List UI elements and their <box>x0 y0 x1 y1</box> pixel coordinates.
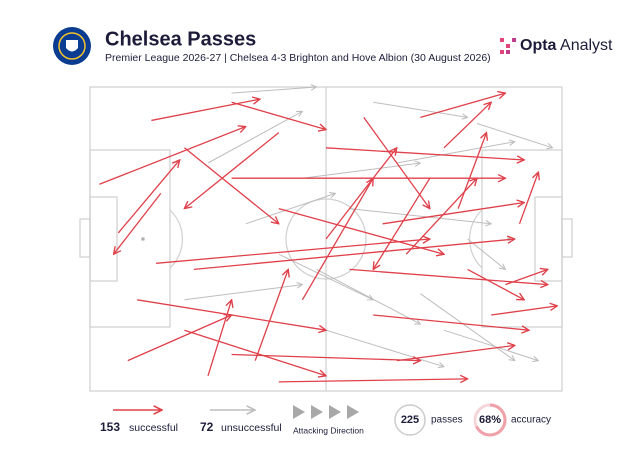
pass-arrow <box>183 147 278 224</box>
pass-arrow <box>231 101 326 129</box>
pass-arrow <box>396 345 515 362</box>
pass-arrow <box>443 329 538 360</box>
pass-arrow <box>518 172 539 225</box>
pass-arrow <box>278 379 468 382</box>
pass-arrow <box>254 269 288 361</box>
pass-arrow <box>467 268 525 299</box>
pass-arrow <box>193 239 515 271</box>
total-value: 225 <box>401 414 419 426</box>
pass-arrow <box>316 268 421 324</box>
pass-arrow <box>99 127 245 185</box>
pass-arrow <box>184 132 280 209</box>
pass-arrow <box>382 203 525 225</box>
pass-arrow <box>420 293 514 361</box>
successful-label: successful <box>129 422 178 434</box>
pass-arrow <box>457 133 486 209</box>
direction-label: Attacking Direction <box>293 425 364 435</box>
accuracy-label: accuracy <box>511 415 551 426</box>
pass-arrow <box>207 111 302 164</box>
pass-arrow <box>325 148 397 240</box>
pass-arrow <box>184 285 302 301</box>
pass-arrow <box>349 208 492 224</box>
pass-arrow <box>443 102 491 149</box>
pass-arrow <box>349 268 548 284</box>
brand: Opta Analyst <box>520 37 613 54</box>
pass-arrow <box>231 87 317 94</box>
direction-arrows <box>293 405 359 419</box>
brand-regular: Analyst <box>560 37 613 54</box>
pass-arrow <box>117 160 179 234</box>
pass-arrow <box>231 353 421 361</box>
subtitle: Premier League 2026-27 | Chelsea 4-3 Bri… <box>105 52 491 64</box>
pass-arrow <box>325 329 444 366</box>
pass-arrow <box>396 142 515 164</box>
successful-count: 153 <box>100 420 120 434</box>
unsuccessful-count: 72 <box>200 420 214 434</box>
pass-arrow <box>505 269 547 286</box>
total-label: passes <box>431 415 463 426</box>
pass-arrow <box>325 147 524 160</box>
pitch <box>79 86 573 392</box>
pass-arrow <box>405 178 477 255</box>
accuracy-value: 68% <box>479 414 501 426</box>
pass-arrow <box>301 178 373 301</box>
pass-arrow <box>127 315 232 362</box>
pass-arrow <box>363 117 430 208</box>
pass-arrow <box>302 163 420 179</box>
total-ring <box>394 404 426 436</box>
club-crest <box>53 27 91 65</box>
pass-arrow <box>476 123 553 147</box>
pass-arrow <box>491 306 557 316</box>
passes <box>99 87 557 382</box>
pass-arrow <box>151 99 260 122</box>
title: Chelsea Passes <box>105 28 256 50</box>
pass-arrow <box>373 177 431 269</box>
pass-arrow <box>156 239 430 264</box>
unsuccessful-label: unsuccessful <box>221 422 282 434</box>
pass-arrow <box>373 314 529 330</box>
brand-logo: Opta Analyst <box>500 37 613 54</box>
legend: 153 successful 72 unsuccessful Attacking… <box>100 403 551 437</box>
pass-arrow <box>373 101 467 117</box>
pass-arrow <box>207 300 232 376</box>
pass-arrow <box>278 253 373 300</box>
pass-arrow <box>114 193 162 254</box>
pass-arrow <box>245 193 336 225</box>
pass-arrow <box>467 238 506 269</box>
pass-arrow <box>420 93 505 119</box>
pass-arrow <box>278 207 444 255</box>
brand-bold: Opta <box>520 37 557 54</box>
pass-arrow <box>184 329 326 376</box>
accuracy-arc <box>475 403 507 437</box>
